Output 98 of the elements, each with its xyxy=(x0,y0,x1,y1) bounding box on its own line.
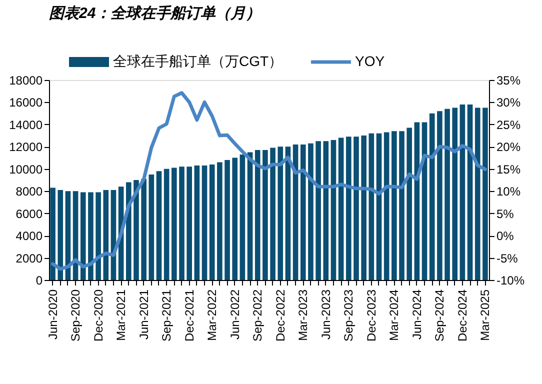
bar xyxy=(452,108,458,280)
bar xyxy=(80,192,86,280)
x-tick-label: Mar-2023 xyxy=(296,289,310,341)
bar xyxy=(247,152,253,280)
bar xyxy=(354,136,359,280)
x-tick-label: Dec-2022 xyxy=(273,289,288,342)
bar xyxy=(96,192,101,280)
y-tick-label: 18000 xyxy=(9,74,43,88)
bar xyxy=(406,128,412,280)
bar xyxy=(240,154,246,280)
chart-title: 图表24：全球在手船订单（月） xyxy=(49,5,261,22)
x-tick-label: Jun-2023 xyxy=(318,289,333,340)
x-tick-label: Dec-2023 xyxy=(364,289,378,342)
bar xyxy=(376,133,382,280)
y-tick-label: 6000 xyxy=(16,206,43,221)
bar xyxy=(308,143,314,280)
x-tick-label: Sep-2020 xyxy=(68,289,83,342)
bar xyxy=(148,174,154,280)
bar xyxy=(399,131,404,280)
x-tick-label: Dec-2021 xyxy=(182,289,196,342)
bar xyxy=(58,190,64,280)
bar xyxy=(482,108,488,280)
x-tick-label: Jun-2021 xyxy=(136,289,151,340)
bar xyxy=(330,140,336,280)
y2-tick-label: -10% xyxy=(496,274,525,288)
y2-tick-label: 25% xyxy=(496,118,521,132)
x-tick-label: Mar-2025 xyxy=(478,289,492,341)
x-tick-label: Jun-2020 xyxy=(46,289,60,340)
x-tick-label: Jun-2024 xyxy=(410,289,424,340)
bar xyxy=(217,162,222,280)
bar xyxy=(338,138,344,280)
y-tick-label: 4000 xyxy=(16,229,43,244)
bar xyxy=(285,146,291,280)
bar xyxy=(209,164,215,280)
bar xyxy=(346,136,352,280)
bar xyxy=(270,148,276,280)
bar xyxy=(278,146,284,280)
y2-tick-label: 5% xyxy=(496,206,514,221)
y2-tick-label: 15% xyxy=(496,162,521,176)
legend-label: 全球在手船订单（万CGT） xyxy=(113,53,283,69)
bar xyxy=(437,111,442,280)
x-tick-label: Sep-2022 xyxy=(250,289,265,342)
y-tick-label: 12000 xyxy=(9,140,43,154)
bar xyxy=(467,104,473,280)
y-tick-label: 2000 xyxy=(16,251,43,266)
bar xyxy=(202,166,208,280)
bar xyxy=(194,166,200,280)
y2-tick-label: 30% xyxy=(496,96,521,110)
bar xyxy=(254,150,260,280)
bar xyxy=(384,132,390,280)
y2-tick-label: 20% xyxy=(496,140,521,154)
bar xyxy=(88,192,94,280)
x-tick-label: Mar-2024 xyxy=(387,289,402,341)
bar xyxy=(460,104,466,280)
x-tick-label: Sep-2024 xyxy=(432,289,447,342)
y2-tick-label: 10% xyxy=(496,184,521,199)
y-tick-label: 16000 xyxy=(9,96,43,110)
bar xyxy=(141,178,146,280)
bar xyxy=(65,191,71,280)
legend-label: YOY xyxy=(355,53,386,69)
bar xyxy=(103,190,109,280)
x-tick-label: Mar-2021 xyxy=(114,289,128,341)
x-tick-label: Sep-2021 xyxy=(160,289,174,342)
bar xyxy=(172,168,177,280)
bar xyxy=(414,122,420,280)
bar xyxy=(474,108,480,280)
y2-tick-label: -5% xyxy=(496,251,518,266)
y2-tick-label: 0% xyxy=(496,229,514,244)
bar xyxy=(429,113,435,280)
x-tick-label: Dec-2024 xyxy=(455,289,470,342)
bar xyxy=(50,188,56,280)
bar xyxy=(368,133,374,280)
x-tick-label: Mar-2022 xyxy=(205,289,220,341)
y-tick-label: 10000 xyxy=(9,162,43,176)
x-tick-label: Dec-2020 xyxy=(91,289,106,342)
y2-tick-label: 35% xyxy=(496,74,521,88)
bar xyxy=(323,141,329,280)
bar xyxy=(186,166,192,280)
bar xyxy=(134,180,139,280)
bar xyxy=(292,144,298,280)
bar xyxy=(300,144,306,280)
y-tick-label: 14000 xyxy=(9,118,43,132)
bar xyxy=(361,136,366,280)
bar xyxy=(392,131,397,280)
bar xyxy=(232,158,238,280)
bar xyxy=(262,150,268,280)
bar xyxy=(179,166,184,280)
y-tick-label: 0 xyxy=(36,274,43,288)
x-tick-label: Jun-2022 xyxy=(228,289,242,340)
bar xyxy=(316,141,321,280)
bar xyxy=(422,122,428,280)
x-tick-label: Sep-2023 xyxy=(342,289,356,342)
bar xyxy=(164,168,170,280)
bar xyxy=(224,160,230,280)
line-series xyxy=(51,91,487,271)
bar xyxy=(444,108,450,280)
bar xyxy=(156,171,162,280)
y-tick-label: 8000 xyxy=(16,184,43,199)
